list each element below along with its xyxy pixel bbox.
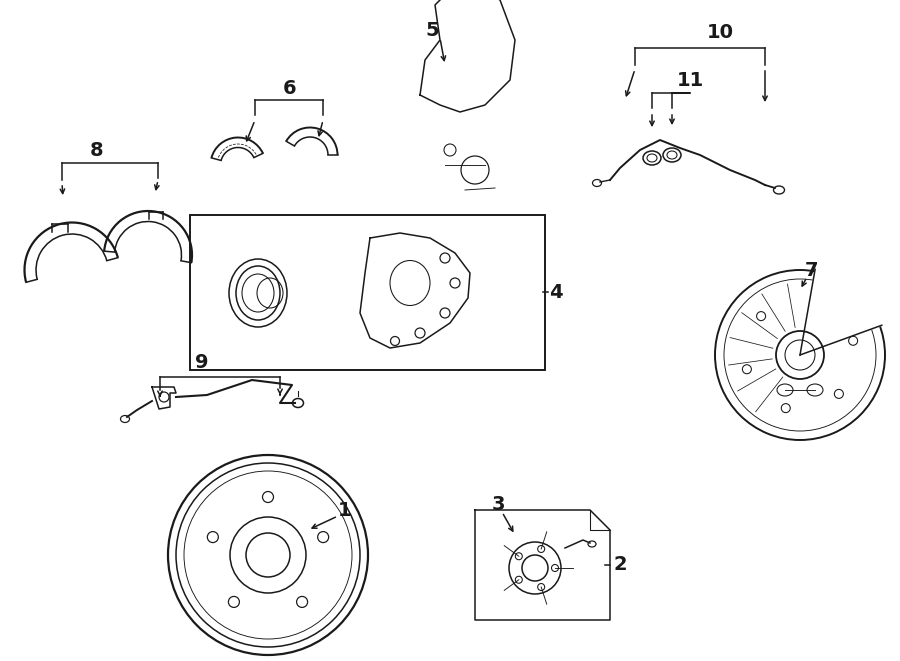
Text: 11: 11 — [677, 71, 704, 89]
Text: 9: 9 — [195, 354, 209, 373]
Bar — [190, 215, 545, 370]
Text: 7: 7 — [806, 260, 819, 280]
Text: 4: 4 — [549, 282, 562, 301]
Text: 6: 6 — [284, 79, 297, 98]
Text: 5: 5 — [425, 20, 439, 40]
Text: 10: 10 — [706, 22, 733, 42]
Text: 1: 1 — [338, 500, 352, 520]
Text: 3: 3 — [491, 496, 505, 514]
Wedge shape — [800, 269, 882, 355]
Text: 8: 8 — [90, 141, 104, 159]
Text: 2: 2 — [613, 555, 626, 574]
